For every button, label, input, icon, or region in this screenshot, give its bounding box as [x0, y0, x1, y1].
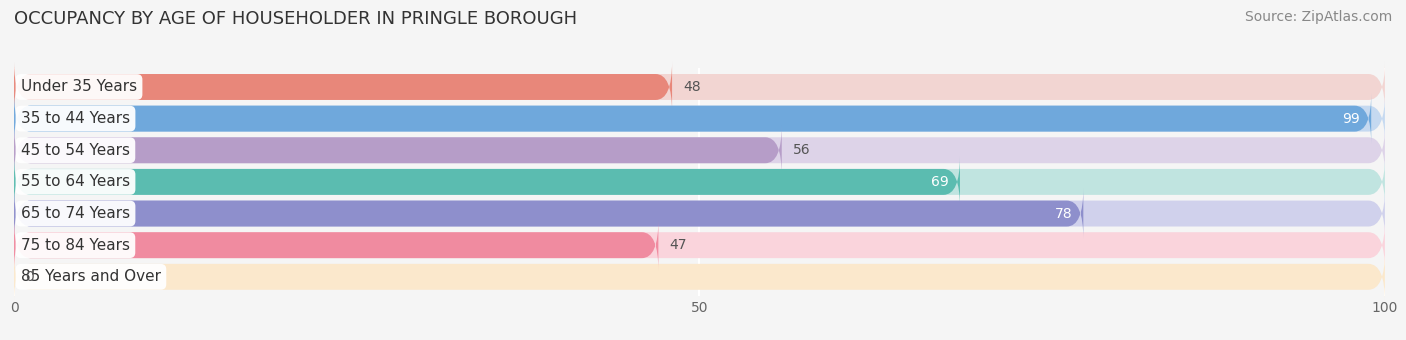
Text: 99: 99 [1343, 112, 1360, 125]
FancyBboxPatch shape [14, 220, 1385, 270]
FancyBboxPatch shape [14, 189, 1385, 239]
Text: 0: 0 [25, 270, 34, 284]
FancyBboxPatch shape [14, 189, 1084, 239]
FancyBboxPatch shape [14, 94, 1385, 143]
FancyBboxPatch shape [14, 157, 1385, 207]
FancyBboxPatch shape [14, 125, 1385, 175]
Text: 47: 47 [669, 238, 686, 252]
FancyBboxPatch shape [14, 157, 960, 207]
Text: 69: 69 [931, 175, 949, 189]
Text: 48: 48 [683, 80, 700, 94]
Text: 85 Years and Over: 85 Years and Over [21, 269, 160, 284]
FancyBboxPatch shape [14, 62, 672, 112]
Text: 55 to 64 Years: 55 to 64 Years [21, 174, 129, 189]
FancyBboxPatch shape [14, 252, 1385, 302]
FancyBboxPatch shape [14, 62, 1385, 112]
Text: Source: ZipAtlas.com: Source: ZipAtlas.com [1244, 10, 1392, 24]
Text: 45 to 54 Years: 45 to 54 Years [21, 143, 129, 158]
FancyBboxPatch shape [14, 94, 1371, 143]
Text: 65 to 74 Years: 65 to 74 Years [21, 206, 129, 221]
Text: 56: 56 [793, 143, 810, 157]
Text: Under 35 Years: Under 35 Years [21, 80, 136, 95]
Text: 35 to 44 Years: 35 to 44 Years [21, 111, 129, 126]
Text: OCCUPANCY BY AGE OF HOUSEHOLDER IN PRINGLE BOROUGH: OCCUPANCY BY AGE OF HOUSEHOLDER IN PRING… [14, 10, 578, 28]
Text: 75 to 84 Years: 75 to 84 Years [21, 238, 129, 253]
FancyBboxPatch shape [14, 220, 658, 270]
FancyBboxPatch shape [14, 125, 782, 175]
Text: 78: 78 [1054, 206, 1073, 221]
